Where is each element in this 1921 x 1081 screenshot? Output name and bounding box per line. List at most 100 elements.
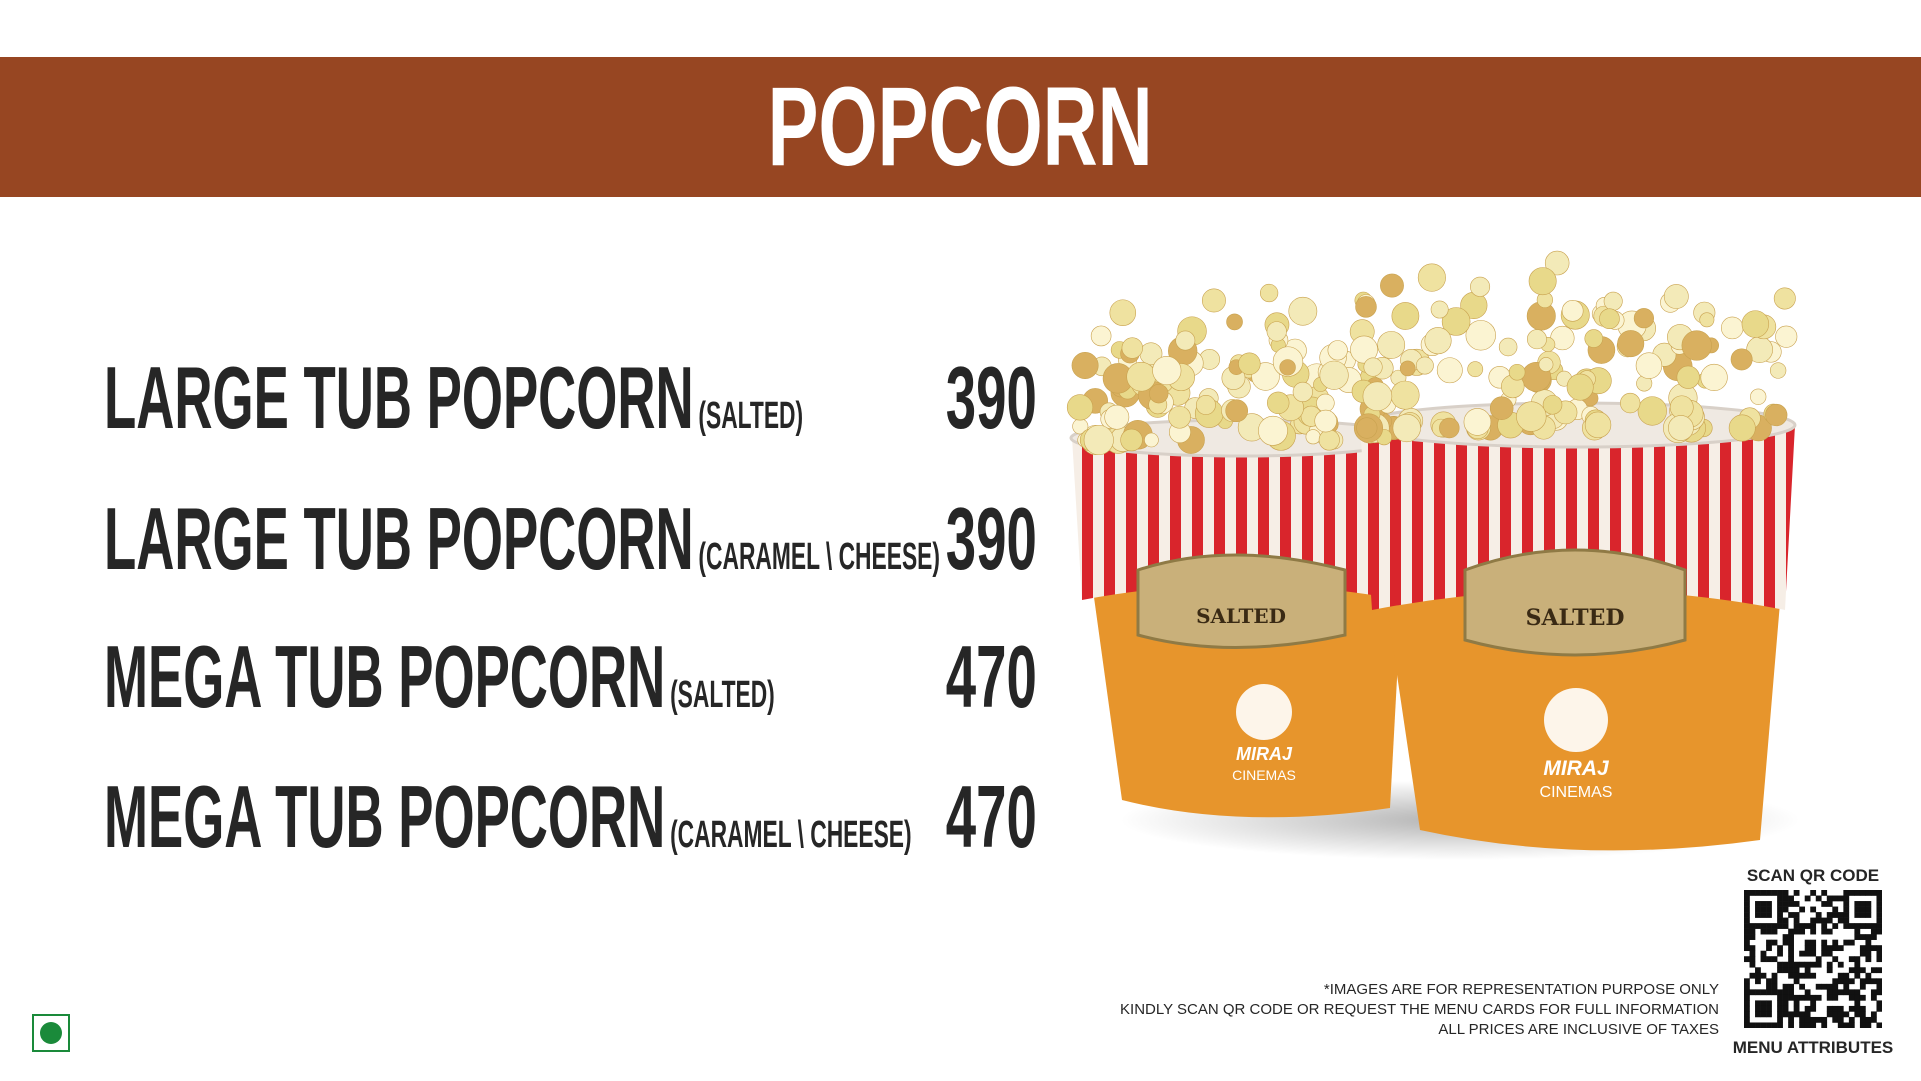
veg-icon xyxy=(32,1014,70,1052)
qr-module xyxy=(1865,934,1872,940)
qr-module xyxy=(1782,1005,1789,1012)
qr-module xyxy=(1777,906,1783,913)
qr-module xyxy=(1826,950,1833,957)
header-band xyxy=(0,57,1921,197)
qr-module xyxy=(1788,939,1794,946)
qr-module xyxy=(1804,1005,1811,1012)
qr-module xyxy=(1854,1000,1861,1007)
qr-module xyxy=(1826,967,1833,974)
qr-module xyxy=(1870,890,1877,896)
qr-module xyxy=(1876,989,1882,996)
qr-module xyxy=(1854,906,1861,913)
qr-module xyxy=(1865,923,1872,929)
qr-module xyxy=(1760,1005,1767,1012)
kernel xyxy=(1741,310,1770,338)
qr-module xyxy=(1793,1000,1800,1007)
qr-module xyxy=(1821,939,1828,946)
qr-module xyxy=(1876,967,1882,974)
qr-module xyxy=(1793,912,1800,918)
qr-module xyxy=(1804,967,1811,974)
title-text: POPCORN xyxy=(767,64,1154,189)
qr-module xyxy=(1821,923,1828,929)
qr-module xyxy=(1793,928,1800,935)
qr-module xyxy=(1766,1000,1772,1007)
qr-module xyxy=(1832,945,1839,952)
qr-module xyxy=(1865,901,1872,907)
qr-module xyxy=(1755,901,1761,907)
item-name: LARGE TUB POPCORN xyxy=(104,348,694,447)
kernel xyxy=(1225,399,1249,423)
qr-module xyxy=(1760,989,1767,996)
qr-module xyxy=(1876,895,1882,902)
qr-module xyxy=(1744,912,1750,918)
qr-module xyxy=(1788,950,1794,957)
bucket-label: SALTED xyxy=(1526,605,1625,631)
qr-module xyxy=(1760,923,1767,929)
qr-module xyxy=(1804,972,1811,979)
qr-module xyxy=(1755,923,1761,929)
qr-module xyxy=(1870,928,1877,935)
qr-module xyxy=(1848,967,1855,974)
qr-module xyxy=(1744,956,1750,963)
kernel xyxy=(1195,395,1216,415)
qr-module xyxy=(1771,956,1778,963)
qr-module xyxy=(1810,961,1817,968)
qr-module xyxy=(1749,956,1756,963)
qr-module xyxy=(1810,994,1817,1001)
qr-module xyxy=(1848,939,1855,946)
qr-module xyxy=(1810,1016,1817,1023)
qr-module xyxy=(1810,906,1817,913)
qr-module xyxy=(1832,895,1839,902)
kernel xyxy=(1377,331,1406,359)
qr-module xyxy=(1848,989,1855,996)
qr-module xyxy=(1755,912,1761,918)
qr-module xyxy=(1744,1000,1750,1007)
qr-code[interactable] xyxy=(1744,890,1882,1028)
qr-module xyxy=(1744,945,1750,952)
qr-module xyxy=(1760,1011,1767,1018)
qr-module xyxy=(1815,1016,1822,1023)
kernel xyxy=(1316,393,1335,413)
bucket-label: SALTED xyxy=(1196,604,1286,628)
qr-module xyxy=(1744,923,1750,929)
kernel xyxy=(1362,381,1393,412)
qr-module xyxy=(1788,945,1794,952)
qr-module xyxy=(1870,934,1877,940)
qr-module xyxy=(1826,1005,1833,1012)
qr-module xyxy=(1755,1005,1761,1012)
kernel xyxy=(1439,417,1460,439)
qr-module xyxy=(1749,923,1756,929)
kernel xyxy=(1071,352,1099,379)
qr-module xyxy=(1815,912,1822,918)
qr-module xyxy=(1799,923,1806,929)
qr-module xyxy=(1788,983,1794,990)
qr-module xyxy=(1832,1016,1839,1023)
item-name: LARGE TUB POPCORN xyxy=(104,489,694,588)
qr-module xyxy=(1832,912,1839,918)
qr-module xyxy=(1777,1005,1783,1012)
qr-module xyxy=(1760,890,1767,896)
qr-module xyxy=(1810,890,1817,896)
qr-module xyxy=(1821,917,1828,924)
kernel xyxy=(1681,330,1712,361)
qr-module xyxy=(1848,994,1855,1001)
qr-module xyxy=(1837,912,1844,918)
kernel xyxy=(1617,330,1645,358)
qr-module xyxy=(1749,1022,1756,1028)
qr-module xyxy=(1793,890,1800,896)
kernel xyxy=(1775,325,1798,348)
qr-module xyxy=(1777,950,1783,957)
qr-module xyxy=(1771,1022,1778,1028)
qr-module xyxy=(1821,945,1828,952)
qr-module xyxy=(1876,1000,1882,1007)
qr-module xyxy=(1744,978,1750,985)
qr-module xyxy=(1837,961,1844,968)
qr-module xyxy=(1826,994,1833,1001)
qr-module xyxy=(1876,983,1882,990)
qr-module xyxy=(1777,1016,1783,1023)
qr-module xyxy=(1749,950,1756,957)
qr-module xyxy=(1804,961,1811,968)
qr-module xyxy=(1799,994,1806,1001)
qr-module xyxy=(1804,945,1811,952)
kernel xyxy=(1399,360,1416,377)
